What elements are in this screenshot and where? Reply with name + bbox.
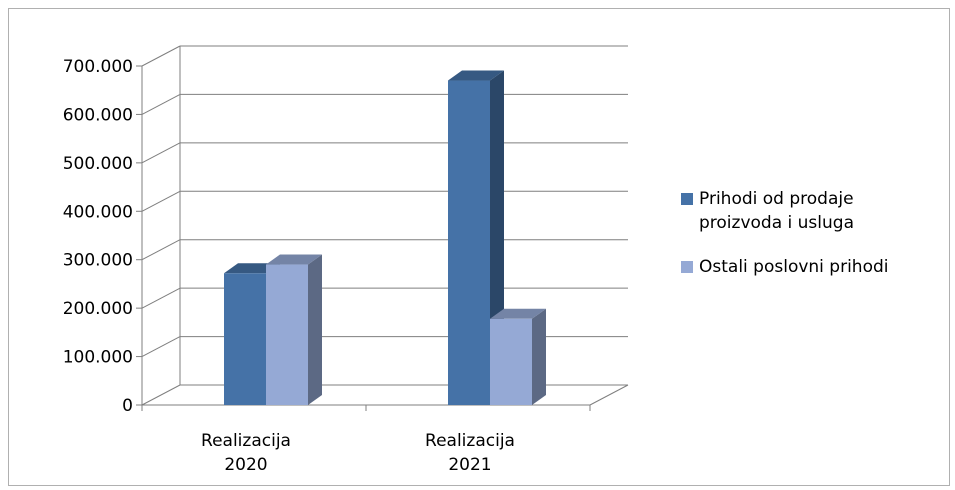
bar-top bbox=[266, 254, 322, 265]
bar-side bbox=[532, 308, 546, 405]
y-tick-label: 0 bbox=[122, 396, 133, 416]
bar-ostali-poslovni-prihodi-1 bbox=[490, 318, 532, 405]
legend-swatch bbox=[681, 261, 693, 273]
gridline-diagonal bbox=[141, 93, 181, 115]
bar-side bbox=[308, 254, 322, 405]
gridline-diagonal bbox=[141, 287, 181, 309]
y-tick-label: 700.000 bbox=[63, 57, 133, 77]
y-tick-label: 600.000 bbox=[63, 105, 133, 125]
gridline-diagonal bbox=[141, 239, 181, 261]
bar-prihodi-od-prodaje-1 bbox=[448, 80, 490, 406]
legend-label: Ostali poslovni prihodi bbox=[699, 257, 889, 277]
bar-top bbox=[448, 70, 504, 81]
legend-swatch bbox=[681, 193, 693, 205]
x-category-label: 2020 bbox=[224, 455, 267, 475]
y-tick-label: 500.000 bbox=[63, 154, 133, 174]
gridline-diagonal bbox=[141, 45, 181, 67]
gridline-diagonal bbox=[141, 336, 181, 358]
y-tick-label: 200.000 bbox=[63, 299, 133, 319]
legend-label: Prihodi od prodaje bbox=[699, 189, 854, 209]
x-category-label: 2021 bbox=[448, 455, 491, 475]
floor-edge bbox=[589, 384, 629, 406]
x-category-label: Realizacija bbox=[425, 431, 515, 451]
y-tick-label: 400.000 bbox=[63, 202, 133, 222]
y-tick-label: 300.000 bbox=[63, 251, 133, 271]
y-tick-label: 100.000 bbox=[63, 348, 133, 368]
bar-top bbox=[490, 308, 546, 319]
gridline-diagonal bbox=[141, 384, 181, 406]
bar-ostali-poslovni-prihodi-0 bbox=[266, 264, 308, 405]
x-category-label: Realizacija bbox=[201, 431, 291, 451]
legend-label: proizvoda i usluga bbox=[699, 213, 854, 233]
bar-prihodi-od-prodaje-0 bbox=[224, 273, 266, 405]
gridline-diagonal bbox=[141, 190, 181, 212]
gridline-diagonal bbox=[141, 142, 181, 164]
